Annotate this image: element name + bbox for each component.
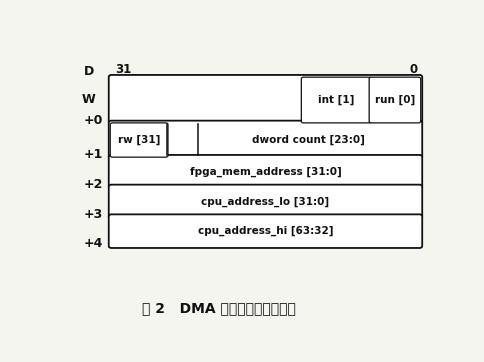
Text: 31: 31 (115, 63, 131, 76)
Text: int [1]: int [1] (318, 94, 354, 105)
FancyBboxPatch shape (301, 77, 371, 123)
Text: +3: +3 (84, 207, 103, 220)
FancyBboxPatch shape (108, 185, 422, 218)
Text: dword count [23:0]: dword count [23:0] (252, 135, 364, 145)
Text: +0: +0 (84, 114, 103, 127)
Text: D: D (84, 66, 94, 78)
Text: run [0]: run [0] (374, 94, 414, 105)
Text: 0: 0 (408, 63, 417, 76)
Text: 图 2   DMA 控制器和缓存器设计: 图 2 DMA 控制器和缓存器设计 (141, 301, 295, 315)
Text: fpga_mem_address [31:0]: fpga_mem_address [31:0] (189, 167, 341, 177)
Text: +1: +1 (84, 148, 103, 161)
FancyBboxPatch shape (110, 123, 167, 157)
Text: +2: +2 (84, 178, 103, 191)
Text: cpu_address_lo [31:0]: cpu_address_lo [31:0] (201, 196, 329, 207)
FancyBboxPatch shape (108, 75, 422, 125)
FancyBboxPatch shape (108, 155, 422, 189)
FancyBboxPatch shape (108, 121, 422, 159)
Text: W: W (82, 93, 95, 106)
FancyBboxPatch shape (368, 77, 420, 123)
Text: rw [31]: rw [31] (118, 135, 160, 145)
FancyBboxPatch shape (108, 214, 422, 248)
Text: +4: +4 (84, 237, 103, 250)
Text: cpu_address_hi [63:32]: cpu_address_hi [63:32] (197, 226, 333, 236)
